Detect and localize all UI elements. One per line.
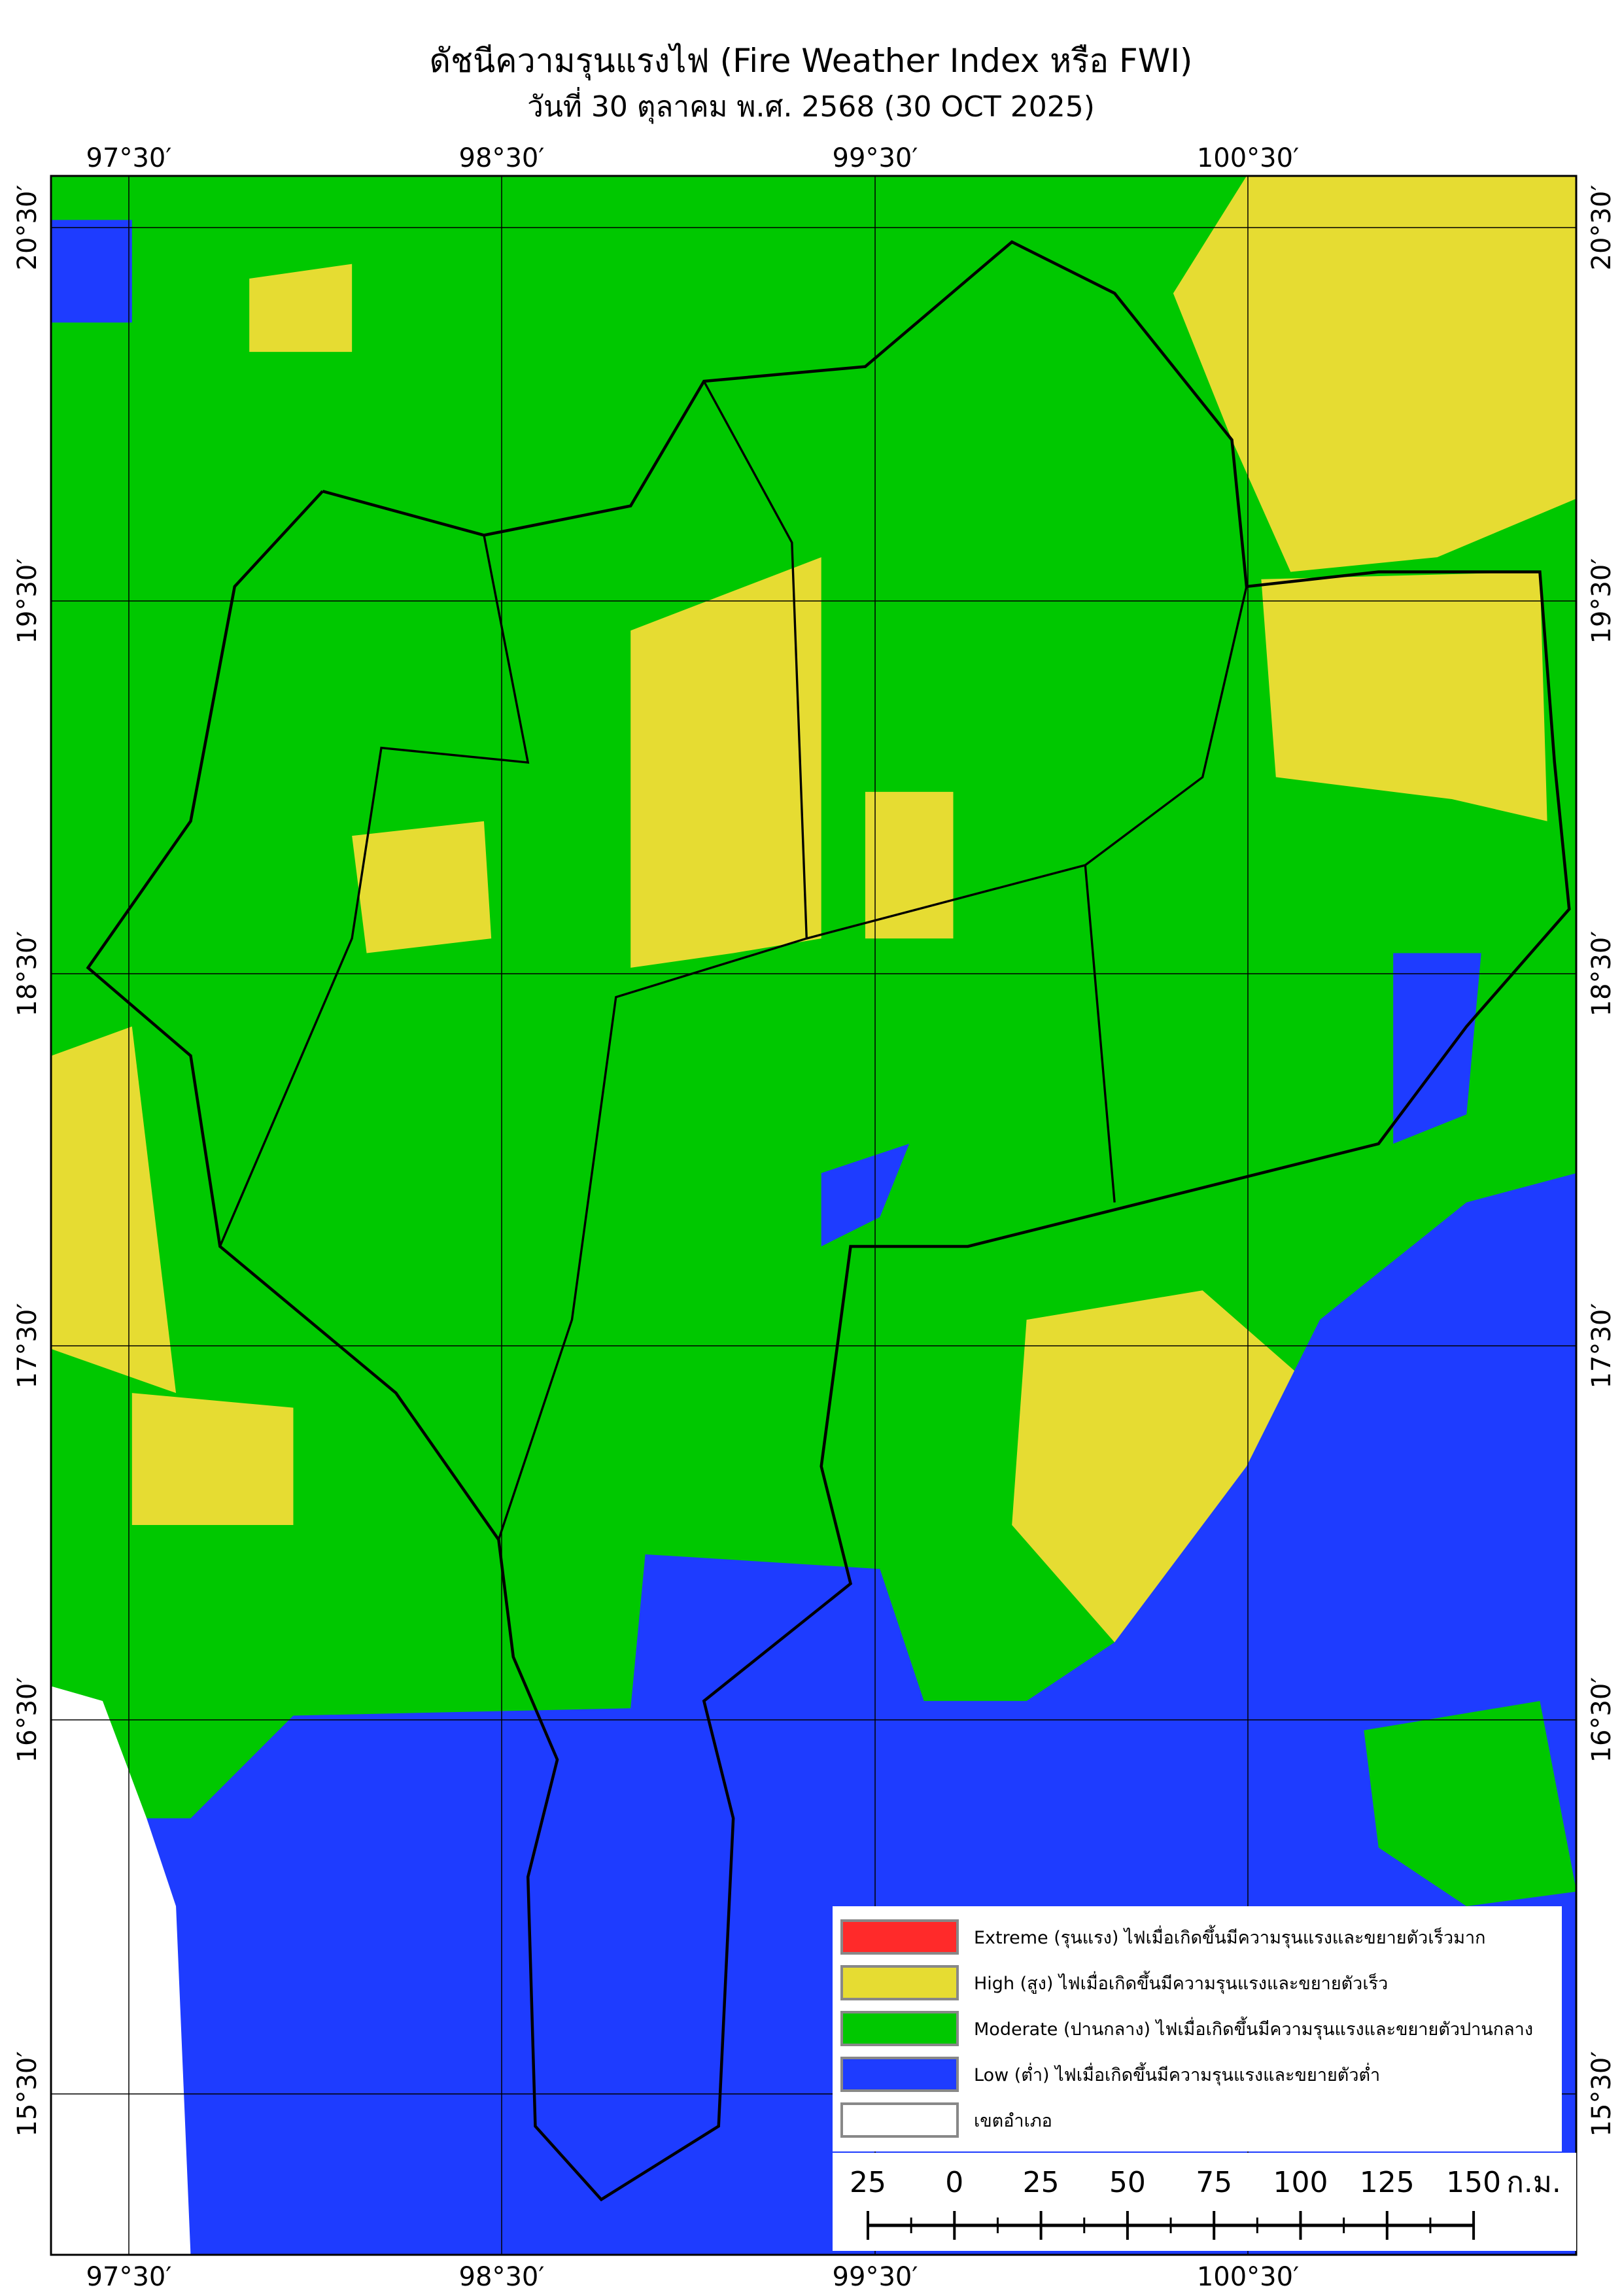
legend-swatch: [840, 1965, 959, 2000]
fwi-area: [51, 1026, 177, 1394]
fwi-area: [352, 821, 492, 953]
lat-label: 19°30′: [1587, 558, 1617, 644]
lat-label: 16°30′: [1587, 1677, 1617, 1763]
scale-label: 50: [1109, 2166, 1146, 2199]
legend-swatch: [840, 2102, 959, 2138]
legend-swatch: [840, 2011, 959, 2046]
lat-label: 15°30′: [1587, 2051, 1617, 2137]
fwi-area: [630, 557, 821, 968]
lat-label: 18°30′: [1587, 931, 1617, 1017]
legend: Extreme (รุนแรง) ไฟเมื่อเกิดขึ้นมีความรุ…: [833, 1906, 1562, 2151]
lat-label: 15°30′: [12, 2051, 43, 2137]
lat-label: 17°30′: [1587, 1303, 1617, 1389]
scale-label: 150: [1446, 2166, 1501, 2199]
subtitle: วันที่ 30 ตุลาคม พ.ศ. 2568 (30 OCT 2025): [527, 86, 1095, 124]
lat-label: 18°30′: [12, 931, 43, 1017]
map-frame: [50, 175, 1578, 2256]
lon-label: 99°30′: [833, 143, 918, 173]
outside-area: [51, 1686, 191, 2255]
lon-label: 97°30′: [86, 143, 172, 173]
title: ดัชนีความรุนแรงไฟ (Fire Weather Index หร…: [430, 42, 1193, 80]
fwi-area: [865, 791, 954, 939]
fwi-area: [51, 220, 132, 323]
legend-label: Low (ต่ำ) ไฟเมื่อเกิดขึ้นมีความรุนแรงและ…: [974, 2062, 1380, 2086]
legend-label: Extreme (รุนแรง) ไฟเมื่อเกิดขึ้นมีความรุ…: [974, 1925, 1486, 1949]
lat-label: 19°30′: [12, 558, 43, 644]
province-boundary: [806, 586, 1248, 940]
scale-unit: ก.ม.: [1506, 2166, 1561, 2199]
legend-swatch: [840, 1919, 959, 1955]
scale-label: 125: [1360, 2166, 1415, 2199]
fwi-area: [249, 264, 353, 352]
scale-label: 0: [945, 2166, 963, 2199]
scale-label: 25: [1023, 2166, 1060, 2199]
lon-label: 100°30′: [1197, 143, 1299, 173]
scale-bar-box: [833, 2153, 1576, 2251]
lon-label: 100°30′: [1197, 2262, 1299, 2292]
fwi-area: [1261, 572, 1547, 821]
scale-label: 75: [1196, 2166, 1232, 2199]
lon-label: 98°30′: [459, 2262, 545, 2292]
lat-label: 17°30′: [12, 1303, 43, 1389]
scale-label: 100: [1273, 2166, 1328, 2199]
province-boundary: [497, 381, 808, 1540]
map: [51, 176, 1576, 2255]
lat-label: 20°30′: [1587, 185, 1617, 271]
fwi-area: [821, 1143, 910, 1246]
legend-swatch: [840, 2057, 959, 2092]
lat-label: 16°30′: [12, 1677, 43, 1763]
lat-label: 20°30′: [12, 185, 43, 271]
fwi-area: [131, 1393, 294, 1525]
lon-label: 98°30′: [459, 143, 545, 173]
scale-bar: 25 0 25 50 75 100 125 150 ก.ม.: [833, 2153, 1576, 2251]
province-boundary: [218, 535, 530, 1247]
fwi-area: [1173, 176, 1576, 572]
lon-label: 99°30′: [833, 2262, 918, 2292]
province-boundary: [86, 240, 1571, 2202]
legend-label: Moderate (ปานกลาง) ไฟเมื่อเกิดขึ้นมีความ…: [974, 2016, 1533, 2040]
fwi-area: [1364, 1701, 1576, 1906]
legend-label: High (สูง) ไฟเมื่อเกิดขึ้นมีความรุนแรงแล…: [974, 1970, 1388, 1995]
lon-label: 97°30′: [86, 2262, 172, 2292]
legend-label: เขตอำเภอ: [974, 2111, 1052, 2131]
province-boundary: [1084, 865, 1116, 1203]
scale-label: 25: [850, 2166, 886, 2199]
